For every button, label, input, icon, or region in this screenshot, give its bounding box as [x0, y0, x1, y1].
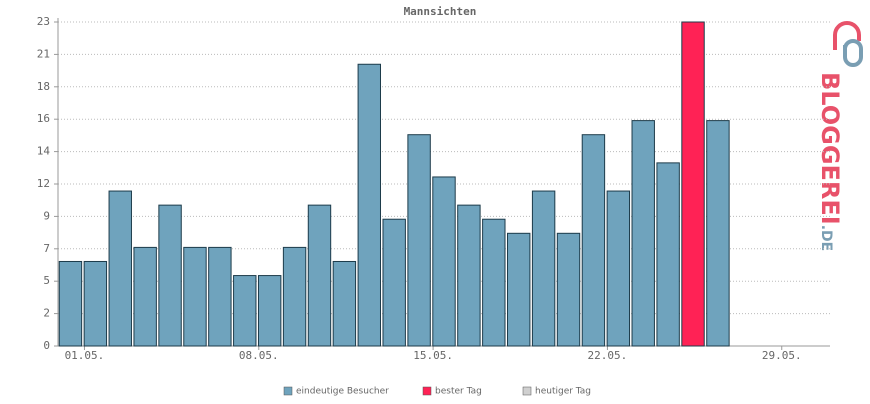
bar — [681, 21, 705, 347]
bar — [407, 134, 431, 347]
bar — [556, 232, 581, 347]
logo-icon — [843, 39, 863, 67]
y-tick-label: 23 — [37, 15, 50, 28]
y-tick-label: 0 — [43, 339, 50, 352]
bar — [58, 260, 83, 347]
bar — [631, 120, 655, 347]
y-tick-label: 2 — [43, 307, 50, 320]
logo-icon — [833, 21, 861, 50]
bar — [133, 246, 157, 347]
bar — [482, 218, 506, 347]
x-tick-label: 08.05. — [239, 349, 279, 362]
logo: BLOGGEREI.DE — [816, 21, 863, 251]
y-tick-label: 5 — [43, 274, 50, 287]
bar — [382, 218, 406, 347]
y-tick-label: 7 — [43, 242, 50, 255]
y-tick-label: 16 — [37, 112, 50, 125]
y-tick-label: 18 — [37, 80, 50, 93]
y-tick-label: 12 — [37, 177, 50, 190]
bar — [108, 190, 132, 347]
bar — [507, 232, 531, 347]
legend-label: eindeutige Besucher — [296, 387, 389, 397]
bar — [83, 260, 108, 347]
chart-title: Mannsichten — [404, 5, 477, 18]
x-tick-label: 01.05. — [65, 349, 105, 362]
legend-swatch — [422, 386, 432, 396]
logo-suffix: .DE — [818, 225, 834, 252]
bar — [357, 63, 381, 347]
bar — [332, 260, 357, 347]
x-tick-label: 22.05. — [588, 349, 628, 362]
legend-swatch — [522, 386, 532, 396]
x-tick-label: 15.05. — [413, 349, 453, 362]
bar — [233, 275, 257, 347]
y-tick-label: 9 — [43, 209, 50, 222]
bar — [656, 162, 680, 347]
bar — [183, 246, 207, 347]
y-tick-label: 21 — [37, 47, 50, 60]
bar — [282, 246, 307, 347]
bar — [257, 275, 282, 347]
x-tick-label: 29.05. — [762, 349, 802, 362]
y-tick-label: 14 — [37, 145, 51, 158]
bar — [307, 204, 332, 347]
bar — [158, 204, 182, 347]
bar — [606, 190, 631, 347]
logo-text: BLOGGEREI.DE — [816, 72, 844, 251]
legend-label: bester Tag — [435, 387, 482, 397]
logo-main: BLOGGEREI — [816, 72, 844, 225]
legend-swatch — [283, 386, 293, 396]
bar — [531, 190, 556, 347]
bar — [706, 120, 730, 347]
bar — [457, 204, 481, 347]
legend-label: heutiger Tag — [535, 387, 591, 397]
bar — [208, 246, 232, 347]
bar — [581, 134, 606, 347]
bar — [432, 176, 456, 347]
